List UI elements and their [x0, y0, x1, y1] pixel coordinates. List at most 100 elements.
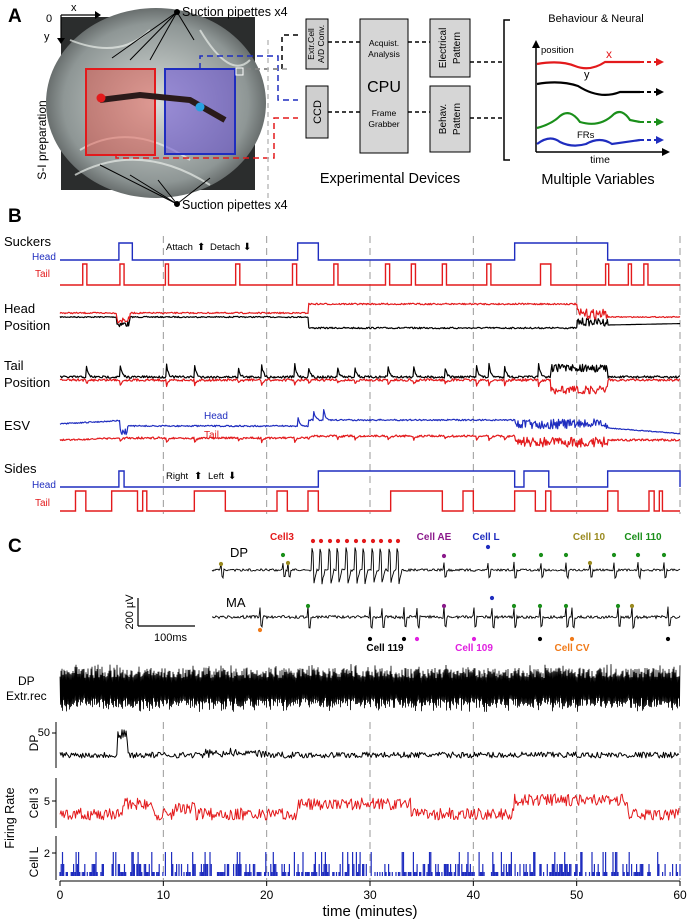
- spike-dot: [310, 538, 316, 544]
- svg-text:CCD: CCD: [312, 100, 324, 124]
- tail-position-y: [59, 362, 681, 379]
- right-left-legend: Right ⬆ Left ⬇: [166, 471, 236, 482]
- svg-text:Cell 119: Cell 119: [366, 643, 404, 654]
- head-position-y: [59, 315, 680, 330]
- dp-inset-trace: [211, 547, 681, 585]
- svg-text:Pattern: Pattern: [452, 103, 463, 135]
- esv-head-label: Head: [204, 411, 228, 422]
- svg-text:Electrical: Electrical: [438, 28, 449, 69]
- panel-b-gridlines: [162, 236, 681, 514]
- fr-cell3-label: Cell 3: [27, 787, 41, 818]
- spike-dot: [401, 636, 407, 642]
- svg-text:Grabber: Grabber: [368, 119, 399, 129]
- fr-cellL-label: Cell L: [27, 846, 41, 877]
- extracellular-ad-box: Extr.Cell A/D Conv.: [305, 18, 329, 70]
- svg-text:Pattern: Pattern: [452, 32, 463, 64]
- tail-position-x: [59, 378, 681, 395]
- spike-dot: [387, 538, 393, 544]
- fr-dp-label: DP: [27, 735, 41, 752]
- svg-text:y: y: [584, 69, 590, 81]
- spike-dot: [635, 552, 641, 558]
- red-roi: [85, 68, 156, 156]
- time-axis: 0 10 20 30 40 50 60: [57, 880, 687, 902]
- devices-caption: Experimental Devices: [320, 171, 460, 187]
- svg-text:Extr.Cell: Extr.Cell: [306, 28, 316, 60]
- panel-c-gridlines: [162, 722, 681, 880]
- svg-text:Cell3: Cell3: [270, 532, 294, 543]
- dp-extr-label-2: Extr.rec: [6, 689, 47, 703]
- tail-position-traces: [59, 362, 681, 395]
- tail-position-label-2: Position: [4, 375, 50, 390]
- dp-inset-line: [211, 547, 681, 585]
- fr-dp-tick: 50: [38, 727, 50, 739]
- extracellular-line: [59, 664, 681, 712]
- svg-text:Right: Right: [166, 471, 189, 482]
- esv-label: ESV: [4, 418, 30, 433]
- x-tick-label: 10: [157, 888, 171, 902]
- inset-spike-markers: [218, 538, 671, 642]
- spike-dot: [485, 544, 491, 550]
- behavioural-pattern-box: Behav. Pattern: [429, 85, 471, 153]
- spike-dot: [665, 636, 671, 642]
- fr-dp-trace: [59, 729, 680, 759]
- head-position-traces: [59, 302, 681, 330]
- svg-text:Frame: Frame: [372, 108, 397, 118]
- spike-dot: [280, 552, 286, 558]
- svg-text:Cell 110: Cell 110: [624, 532, 662, 543]
- spike-dot: [441, 603, 447, 609]
- head-position-label-1: Head: [4, 301, 35, 316]
- spike-dot: [370, 538, 376, 544]
- spike-dot: [563, 603, 569, 609]
- head-position-label-2: Position: [4, 318, 50, 333]
- pipettes-bottom-label: Suction pipettes x4: [182, 198, 288, 212]
- svg-text:0: 0: [46, 13, 52, 25]
- xy-axis-indicator: x y 0: [44, 2, 101, 44]
- spike-dot: [367, 636, 373, 642]
- spike-dot: [511, 552, 517, 558]
- suckers-head-trace: [60, 242, 680, 261]
- dp-extr-label-1: DP: [18, 674, 35, 688]
- x-tick-label: 30: [363, 888, 377, 902]
- spike-dot: [327, 538, 333, 544]
- spike-dot: [563, 552, 569, 558]
- svg-text:Cell 109: Cell 109: [455, 643, 493, 654]
- pipette-lines: [99, 9, 211, 207]
- svg-text:A/D Conv.: A/D Conv.: [316, 25, 326, 63]
- svg-text:Left: Left: [208, 471, 224, 482]
- spike-dot: [587, 560, 593, 566]
- fr-cell3-tick: 5: [44, 796, 50, 808]
- spike-dot: [305, 603, 311, 609]
- suckers-traces: [60, 242, 680, 286]
- dp-inset-label: DP: [230, 545, 248, 560]
- svg-text:Detach: Detach: [210, 242, 240, 253]
- svg-text:Behaviour & Neural: Behaviour & Neural: [548, 13, 643, 25]
- firing-rate-axes: [52, 722, 57, 880]
- x-tick-label: 40: [467, 888, 481, 902]
- spike-dot: [489, 595, 495, 601]
- sides-label: Sides: [4, 461, 37, 476]
- spike-dot: [344, 538, 350, 544]
- svg-text:Cell CV: Cell CV: [554, 643, 589, 654]
- sides-tail-label: Tail: [35, 498, 50, 509]
- bracket: [503, 19, 510, 161]
- spike-dot: [538, 552, 544, 558]
- spike-dot: [661, 552, 667, 558]
- prep-label: S-I preparation: [35, 100, 49, 179]
- esv-head-trace: [59, 409, 681, 436]
- fr-cellL-trace: [59, 852, 681, 876]
- spike-dot: [615, 603, 621, 609]
- svg-text:CPU: CPU: [367, 79, 401, 96]
- ma-inset-line: [212, 605, 681, 630]
- firing-rate-label: Firing Rate: [3, 787, 17, 848]
- multi-caption: Multiple Variables: [541, 172, 654, 188]
- electrical-pattern-box: Electrical Pattern: [429, 18, 471, 78]
- spike-dot: [378, 538, 384, 544]
- svg-text:x: x: [606, 47, 612, 61]
- svg-text:Cell L: Cell L: [472, 532, 499, 543]
- ma-inset-label: MA: [226, 595, 246, 610]
- esv-tail-trace: [59, 434, 681, 448]
- svg-text:⬆: ⬆: [197, 242, 205, 253]
- spike-dot: [285, 560, 291, 566]
- svg-text:Cell AE: Cell AE: [417, 532, 452, 543]
